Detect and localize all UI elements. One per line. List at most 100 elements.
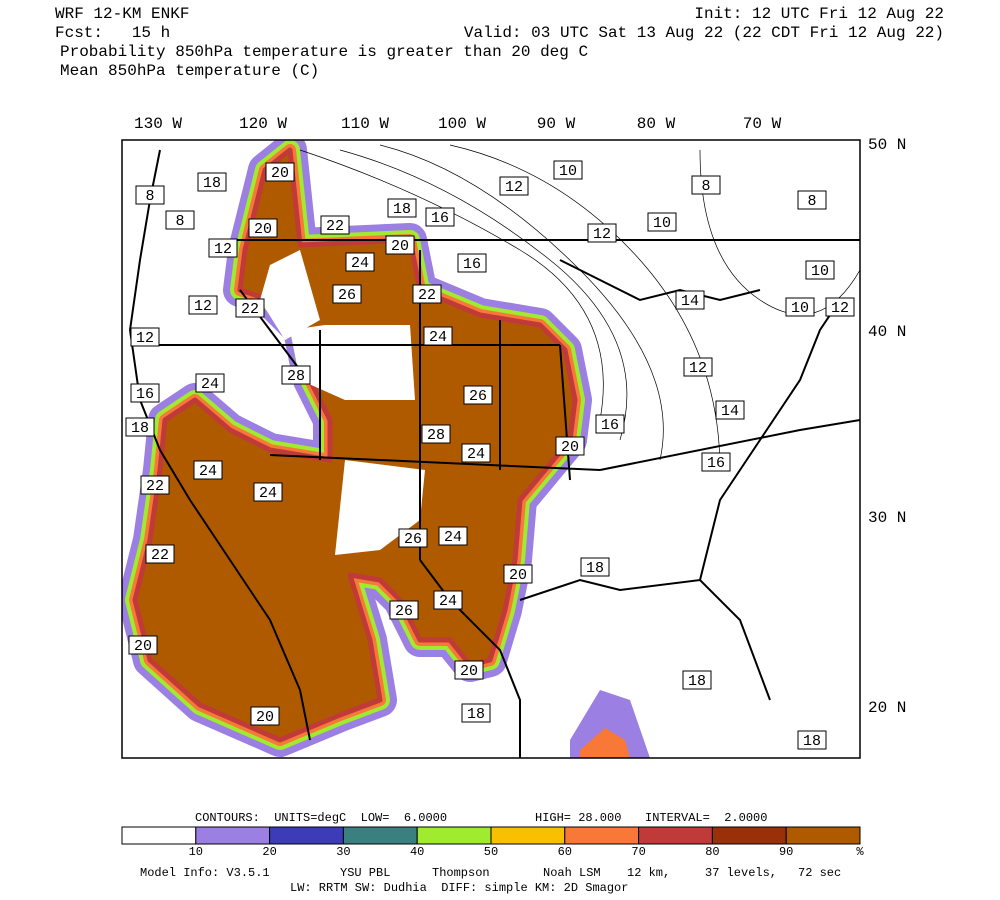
init: Init: 12 UTC Fri 12 Aug 22: [694, 5, 944, 23]
contour-label-box: [461, 703, 491, 723]
contour-label-box: [797, 730, 827, 750]
contour-label: 26: [395, 603, 413, 620]
contour-label-box: [265, 162, 295, 182]
contour-label-box: [457, 253, 487, 273]
contour-label: 20: [254, 221, 272, 238]
contour-label: 20: [256, 709, 274, 726]
contour-label: 20: [391, 238, 409, 255]
contour-label-box: [461, 443, 491, 463]
contour-label-box: [188, 295, 218, 315]
contour-label-box: [320, 215, 350, 235]
contour-label: 8: [701, 178, 710, 195]
contour-label: 12: [689, 360, 707, 377]
contour-label: 18: [393, 201, 411, 218]
contour-label-box: [433, 590, 463, 610]
lon-label: 100 W: [438, 115, 486, 133]
contour-label: 8: [175, 213, 184, 230]
contour-label-box: [145, 544, 175, 564]
contour-label: 12: [593, 226, 611, 243]
contour-label: 8: [807, 193, 816, 210]
contour-label-box: [454, 660, 484, 680]
contour-label-box: [463, 385, 493, 405]
colorbar-swatch: [785, 826, 861, 845]
contour-label: 12: [831, 300, 849, 317]
contour-label: 22: [151, 547, 169, 564]
contour-label: 26: [469, 388, 487, 405]
contour-info: INTERVAL= 2.0000: [645, 811, 767, 825]
lat-label: 20 N: [868, 699, 906, 717]
contour-label-box: [398, 528, 428, 548]
contour-label: 24: [467, 446, 485, 463]
colorbar-swatch: [638, 826, 713, 845]
contour-label-box: [587, 223, 617, 243]
contour-label-box: [332, 284, 362, 304]
contour-label: 20: [271, 165, 289, 182]
colorbar-tick: 10: [189, 845, 203, 859]
contour-label-box: [682, 670, 712, 690]
fcst: Fcst: 15 h: [55, 24, 170, 42]
contour-label: 18: [203, 175, 221, 192]
contour-label-box: [385, 235, 415, 255]
contour-label-box: [140, 475, 170, 495]
lat-label: 50 N: [868, 136, 906, 154]
contour-label: 20: [509, 567, 527, 584]
contour-label: 16: [707, 455, 725, 472]
contour-label: 26: [404, 531, 422, 548]
contour-label: 20: [561, 439, 579, 456]
contour-label: 16: [431, 210, 449, 227]
contour-label: 12: [136, 330, 154, 347]
contour-label-box: [208, 238, 238, 258]
contour-label: 10: [559, 163, 577, 180]
contour-label-box: [135, 185, 165, 205]
contour-label-box: [715, 400, 745, 420]
contour-label: 16: [601, 417, 619, 434]
contour-label: 24: [429, 329, 447, 346]
contour-label-box: [130, 383, 160, 403]
contour-label-box: [825, 297, 855, 317]
contour-label-box: [130, 327, 160, 347]
contour-label: 26: [338, 287, 356, 304]
probability-shading: [135, 150, 650, 758]
colorbar-swatch: [416, 826, 492, 845]
footer: Model Info: V3.5.1: [140, 866, 270, 880]
contour-label-box: [425, 207, 455, 227]
contour-label: 14: [681, 293, 699, 310]
contour-label-box: [683, 357, 713, 377]
contour-label-box: [387, 198, 417, 218]
contour-label-box: [499, 176, 529, 196]
contour-label: 28: [427, 427, 445, 444]
contour-label-box: [595, 414, 625, 434]
contour-label-box: [248, 218, 278, 238]
contour-label-box: [345, 252, 375, 272]
contour-label: 18: [586, 560, 604, 577]
boundaries: [128, 149, 860, 758]
colorbar-swatch: [342, 826, 418, 845]
colorbar-swatch: [269, 826, 344, 845]
contour-label-box: [195, 373, 225, 393]
contour-label: 18: [467, 706, 485, 723]
colorbar-tick: 60: [558, 845, 572, 859]
contour-label: 18: [803, 733, 821, 750]
contour-label: 24: [351, 255, 369, 272]
contour-label-box: [691, 175, 721, 195]
lon-label: 90 W: [537, 115, 576, 133]
contour-label-box: [805, 260, 835, 280]
colorbar-swatch: [490, 826, 566, 845]
footer: 37 levels,: [705, 866, 777, 880]
contour-label-box: [701, 452, 731, 472]
contour-label-box: [128, 635, 158, 655]
contour-label: 16: [463, 256, 481, 273]
contour-label: 20: [134, 638, 152, 655]
contour-label-box: [580, 557, 610, 577]
contour-label: 24: [439, 593, 457, 610]
contour-label-box: [555, 436, 585, 456]
contour-label-box: [125, 417, 155, 437]
colorbar-swatch: [564, 826, 640, 845]
contour-label-box: [423, 326, 453, 346]
footer: YSU PBL: [340, 866, 390, 880]
contour-label-box: [165, 210, 195, 230]
colorbar-swatch: [195, 826, 271, 845]
colorbar: 10 20 30 40 50 60 70 80 90%: [121, 826, 864, 859]
contour-label-box: [281, 365, 311, 385]
contour-label-box: [675, 290, 705, 310]
